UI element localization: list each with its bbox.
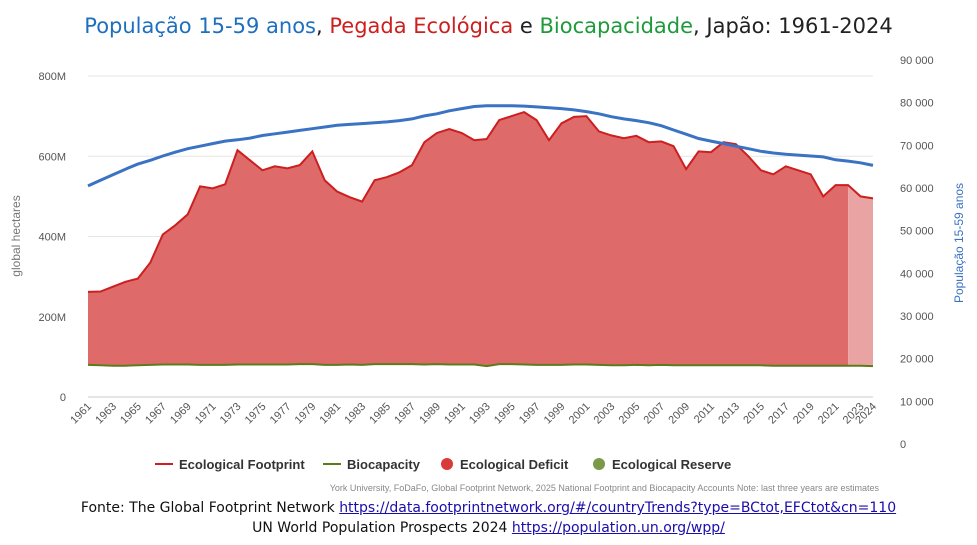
legend-label: Ecological Reserve — [612, 457, 731, 472]
source-line-1: Fonte: The Global Footprint Network http… — [0, 500, 977, 516]
y-left-title: global hectares — [9, 195, 23, 276]
ecological-deficit-area — [88, 112, 849, 367]
title-part-1: , — [316, 14, 330, 38]
right-tick-label: 90 000 — [900, 55, 934, 67]
x-tick-label: 1983 — [342, 401, 368, 427]
right-tick-label: 80 000 — [900, 98, 934, 110]
population-line — [87, 104, 874, 188]
right-tick-label: 10 000 — [900, 396, 934, 408]
title-part-2: Pegada Ecológica — [329, 14, 514, 38]
legend-label: Ecological Footprint — [179, 457, 305, 472]
x-tick-label: 1995 — [492, 401, 518, 427]
legend-deficit-swatch — [441, 458, 453, 470]
legend-label: Ecological Deficit — [460, 457, 569, 472]
x-tick-label: 2003 — [592, 401, 618, 427]
left-tick-label: 400M — [38, 232, 66, 244]
x-tick-label: 1981 — [318, 401, 344, 427]
right-tick-label: 40 000 — [900, 268, 934, 280]
right-tick-label: 0 — [900, 439, 906, 451]
x-tick-label: 2001 — [567, 401, 593, 427]
left-tick-label: 600M — [38, 151, 66, 163]
x-tick-label: 2019 — [791, 401, 817, 427]
x-tick-label: 1979 — [293, 401, 319, 427]
right-tick-label: 70 000 — [900, 140, 934, 152]
legend-reserve-swatch — [593, 458, 605, 470]
left-tick-label: 0 — [60, 392, 66, 404]
chart-note: York University, FoDaFo, Global Footprin… — [330, 483, 880, 493]
right-tick-label: 50 000 — [900, 226, 934, 238]
right-tick-label: 30 000 — [900, 311, 934, 323]
x-tick-label: 1987 — [392, 401, 418, 427]
x-tick-label: 2009 — [666, 401, 692, 427]
x-tick-label: 1989 — [417, 401, 443, 427]
title-part-0: População 15-59 anos — [84, 14, 316, 38]
x-tick-label: 2015 — [741, 401, 767, 427]
y-right-title: População 15-59 anos — [952, 183, 966, 303]
x-tick-label: 1963 — [93, 401, 119, 427]
left-tick-label: 800M — [38, 71, 66, 83]
x-tick-label: 2021 — [816, 401, 842, 427]
title-part-4: Biocapacidade — [539, 14, 694, 38]
x-tick-label: 1977 — [268, 401, 294, 427]
right-tick-label: 20 000 — [900, 354, 934, 366]
ecological-footprint-line — [87, 111, 874, 293]
x-tick-label: 1985 — [367, 401, 393, 427]
x-tick-label: 1997 — [517, 401, 543, 427]
x-tick-label: 1965 — [118, 401, 144, 427]
x-tick-label: 1961 — [68, 401, 94, 427]
biocapacity-line — [87, 363, 874, 368]
title-part-5: , Japão: 1961-2024 — [693, 14, 893, 38]
source-line-2: UN World Population Prospects 2024 https… — [0, 520, 977, 536]
title-part-3: e — [513, 14, 540, 38]
legend-label: Biocapacity — [347, 457, 421, 472]
x-tick-label: 2011 — [692, 401, 717, 426]
x-tick-label: 1975 — [243, 401, 269, 427]
x-tick-label: 1993 — [467, 401, 493, 427]
source-2-prefix: UN World Population Prospects 2024 — [252, 520, 512, 536]
x-tick-label: 1967 — [143, 401, 169, 427]
x-tick-label: 2005 — [617, 401, 643, 427]
source-1-link[interactable]: https://data.footprintnetwork.org/#/coun… — [339, 500, 897, 516]
x-tick-label: 2013 — [716, 401, 742, 427]
x-tick-label: 2017 — [766, 401, 792, 427]
x-tick-label: 1971 — [193, 401, 219, 427]
x-tick-label: 1969 — [168, 401, 194, 427]
estimated-deficit-area — [848, 185, 873, 367]
x-tick-label: 2007 — [642, 401, 668, 427]
x-tick-label: 1999 — [542, 401, 568, 427]
chart-title: População 15-59 anos, Pegada Ecológica e… — [0, 14, 977, 38]
source-2-link[interactable]: https://population.un.org/wpp/ — [511, 520, 725, 536]
x-tick-label: 1991 — [442, 401, 468, 427]
source-1-prefix: Fonte: The Global Footprint Network — [80, 500, 340, 516]
right-tick-label: 60 000 — [900, 183, 934, 195]
left-tick-label: 200M — [38, 312, 66, 324]
x-tick-label: 1973 — [218, 401, 244, 427]
